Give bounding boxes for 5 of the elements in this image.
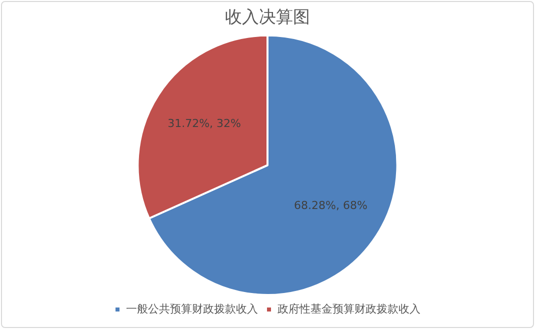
chart-title: 收入决算图 xyxy=(225,8,310,28)
data-label: 68.28%, 68% xyxy=(294,198,368,212)
legend-label: 一般公共预算财政拨款收入 xyxy=(126,302,258,316)
legend-label: 政府性基金预算财政拨款收入 xyxy=(278,302,420,316)
data-label: 31.72%, 32% xyxy=(168,117,241,130)
